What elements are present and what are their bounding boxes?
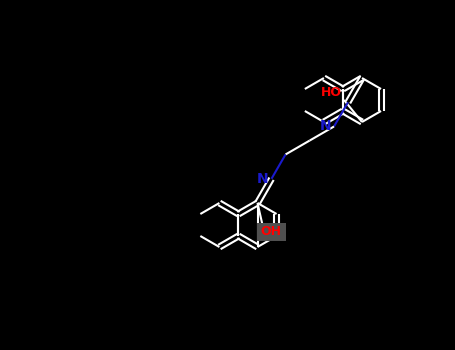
Text: HO: HO [321,86,342,99]
Text: N: N [257,172,268,186]
Text: OH: OH [260,225,281,238]
FancyBboxPatch shape [257,223,285,241]
Text: N: N [319,119,331,133]
